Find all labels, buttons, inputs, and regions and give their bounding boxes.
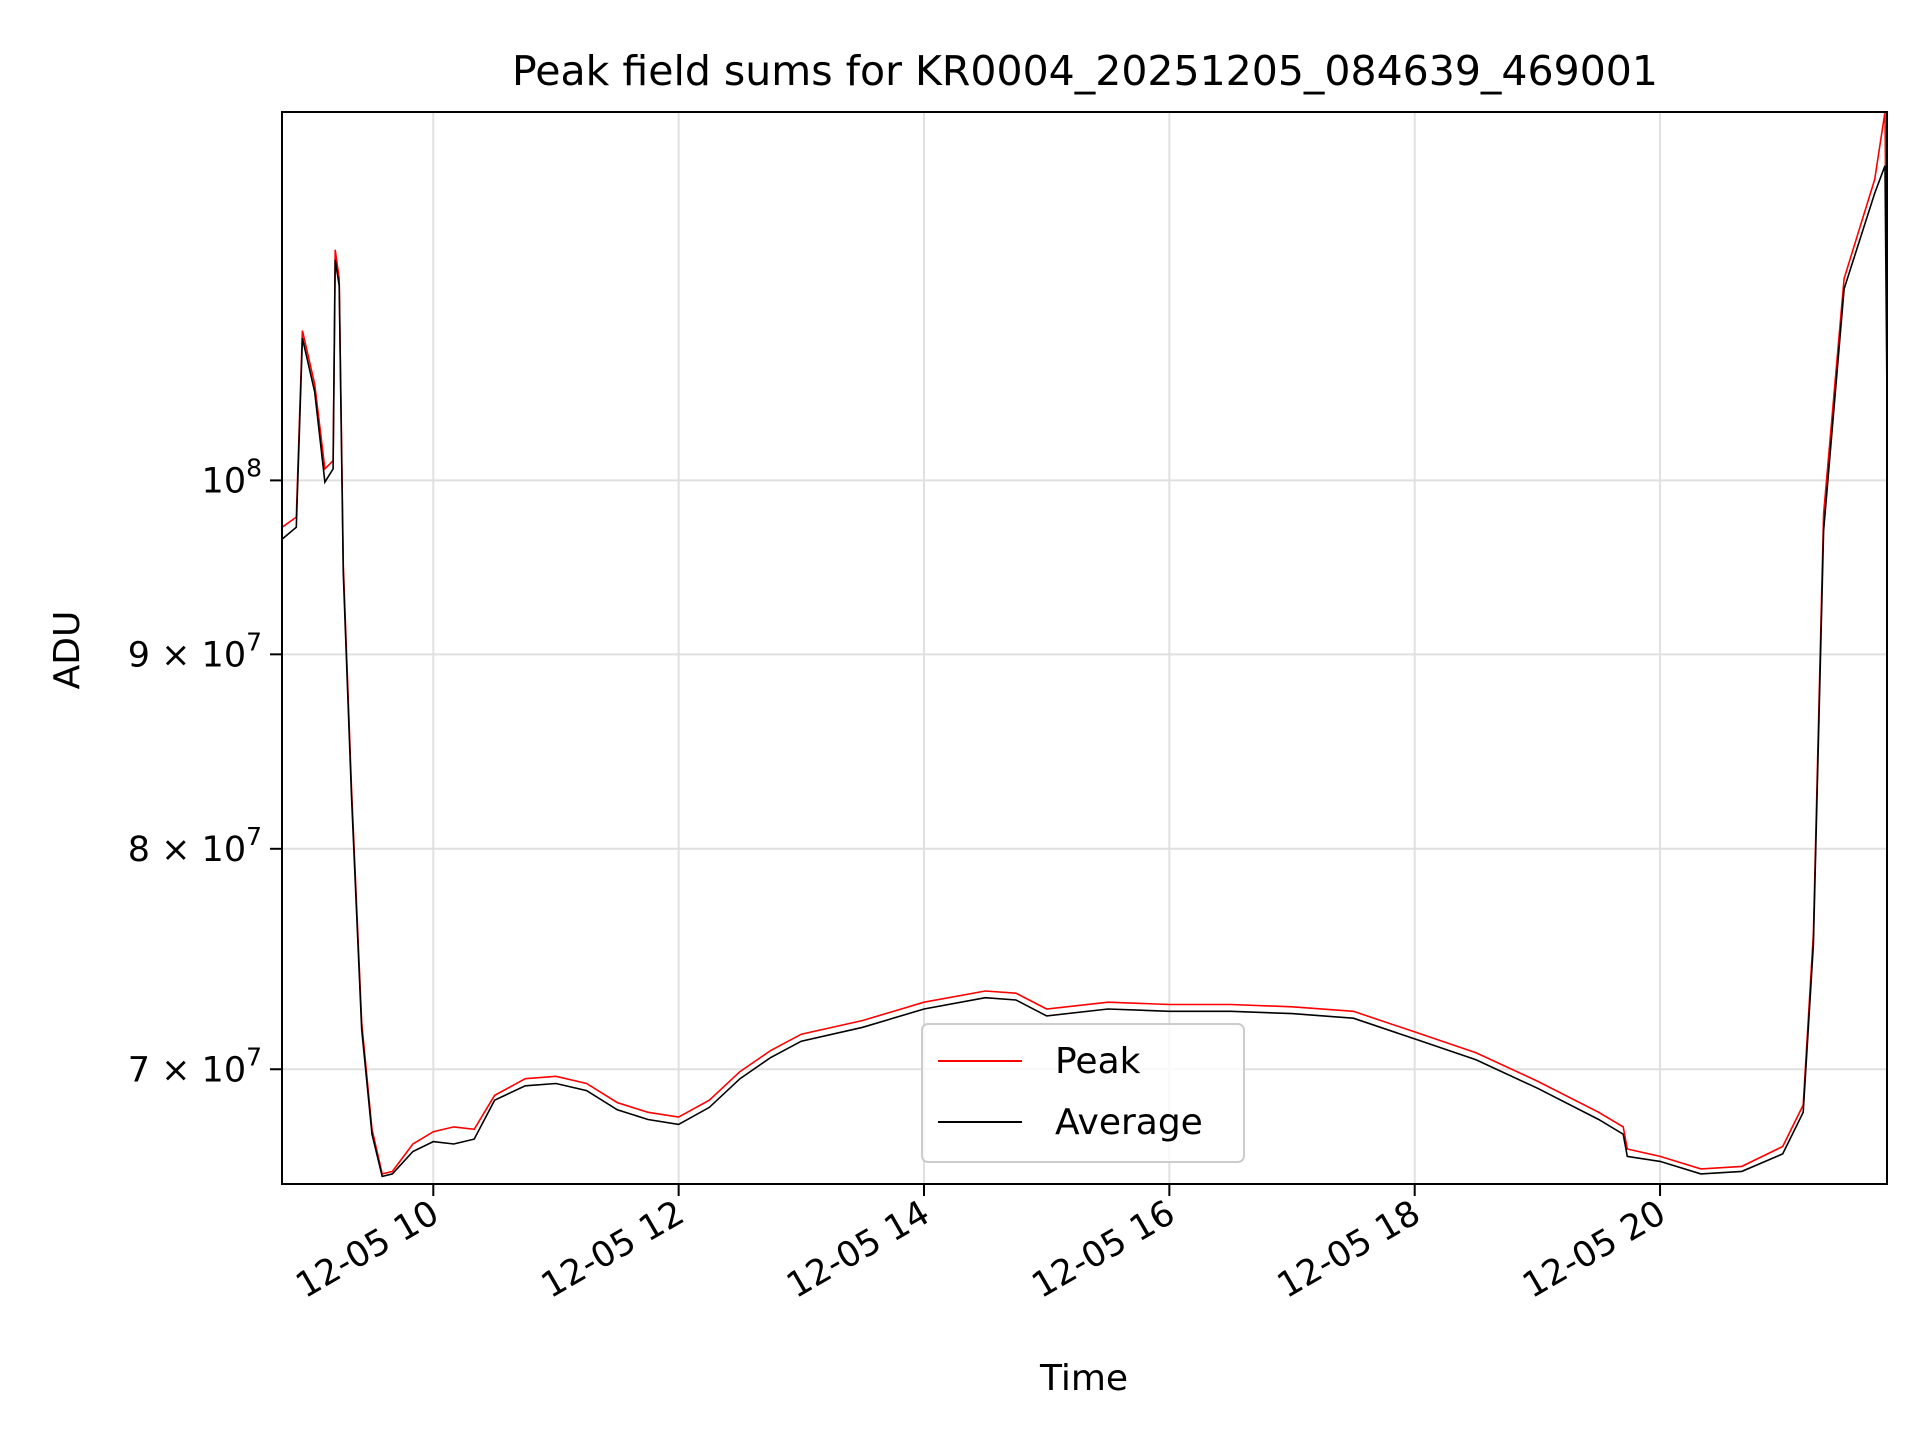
y-tick-label-base: 10 bbox=[202, 461, 247, 501]
plot-frame bbox=[281, 111, 1888, 1185]
grid bbox=[282, 112, 1887, 1184]
y-tick-label-base: 9 × 10 bbox=[128, 635, 246, 675]
x-tick-label: 12-05 16 bbox=[1026, 1193, 1182, 1306]
plot-area bbox=[281, 111, 1888, 1178]
x-tick-label: 12-05 10 bbox=[290, 1193, 446, 1306]
x-tick-label: 12-05 14 bbox=[780, 1193, 936, 1306]
legend-label-average: Average bbox=[1055, 1102, 1203, 1143]
y-tick-label-base: 8 × 10 bbox=[128, 830, 246, 870]
y-tick-label: 7 × 107 bbox=[128, 1042, 262, 1090]
legend-label-peak: Peak bbox=[1055, 1041, 1141, 1082]
y-tick-label-exponent: 7 bbox=[246, 627, 262, 656]
legend: Peak Average bbox=[921, 1023, 1245, 1163]
x-tick-label: 12-05 20 bbox=[1516, 1193, 1672, 1306]
series-line-average bbox=[281, 165, 1888, 1178]
y-axis-label: ADU bbox=[47, 611, 88, 690]
x-axis-label: Time bbox=[1039, 1358, 1128, 1399]
x-axis-ticks: 12-05 10 12-05 12 12-05 14 12-05 16 12-05 18… bbox=[290, 1184, 1673, 1306]
y-tick-label: 108 bbox=[202, 453, 262, 501]
y-tick-label: 8 × 107 bbox=[128, 822, 262, 870]
y-tick-label-exponent: 8 bbox=[246, 453, 262, 482]
series-line-peak bbox=[281, 111, 1888, 1175]
y-tick-label-exponent: 7 bbox=[246, 822, 262, 851]
y-tick-label: 9 × 107 bbox=[128, 627, 262, 675]
y-tick-label-base: 7 × 10 bbox=[128, 1050, 246, 1090]
legend-box bbox=[921, 1023, 1245, 1163]
chart-title: Peak field sums for KR0004_20251205_0846… bbox=[512, 47, 1658, 95]
x-tick-label: 12-05 12 bbox=[535, 1193, 691, 1306]
x-tick-label: 12-05 18 bbox=[1271, 1193, 1427, 1306]
y-tick-label-exponent: 7 bbox=[246, 1042, 262, 1071]
